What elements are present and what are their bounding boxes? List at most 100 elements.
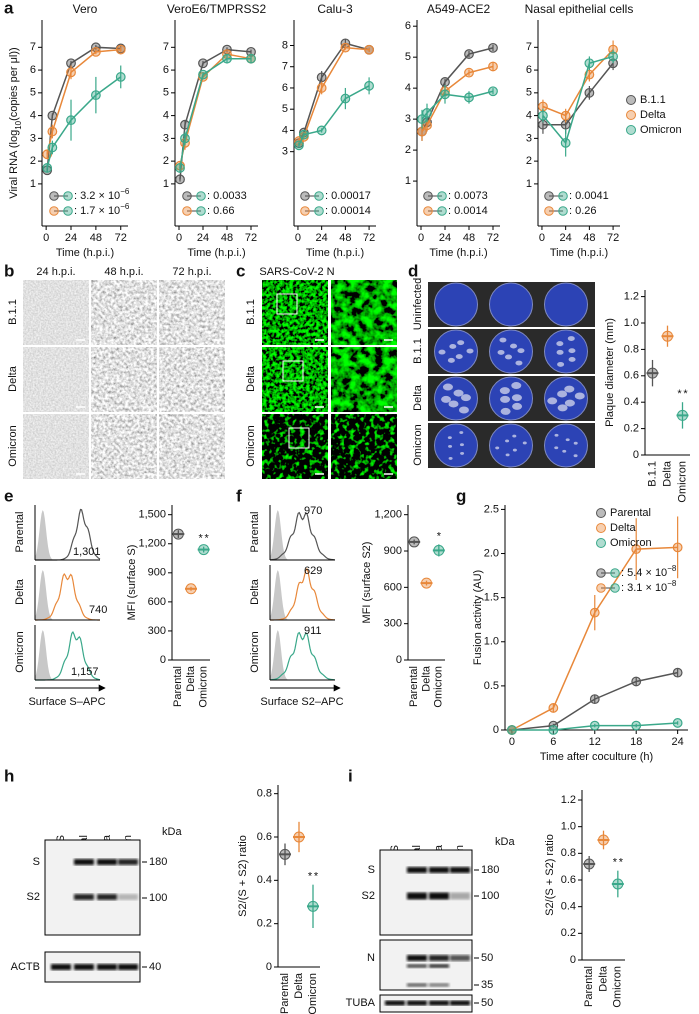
y-tick-label: 7 — [30, 41, 36, 53]
series-line — [542, 62, 614, 126]
plaque — [510, 343, 518, 349]
zoom-box — [276, 293, 298, 315]
x-tick-label: 6 — [550, 736, 556, 748]
legend-label: Delta — [610, 522, 637, 534]
plaque — [497, 349, 505, 355]
legend-label: B.1.1 — [640, 94, 666, 106]
y-tick-label: 0 — [633, 449, 639, 461]
panel-letter: g — [456, 486, 466, 505]
p-value: : 0.0073 — [448, 190, 488, 202]
row-label: Omicron — [412, 424, 424, 466]
y-tick-label: 0.2 — [624, 423, 639, 435]
y-tick-label: 1,200 — [374, 509, 402, 521]
data-point — [488, 86, 498, 97]
micrograph — [331, 280, 397, 345]
blot-band — [407, 867, 427, 873]
data-point — [507, 725, 517, 735]
stat-marker — [49, 191, 59, 201]
marker-label: 100 — [481, 890, 499, 902]
y-tick-label: 2 — [526, 155, 532, 167]
y-tick-label: 3 — [526, 132, 532, 144]
panel-letter: c — [236, 261, 245, 280]
marker-label: 180 — [149, 856, 167, 868]
row-label: Omicron — [245, 425, 257, 467]
blot-band — [450, 892, 470, 900]
well — [544, 423, 588, 468]
p-value-exponent: −6 — [120, 202, 130, 211]
significance-mark: * — [683, 388, 688, 400]
legend-marker — [626, 110, 636, 120]
stat-marker — [437, 191, 447, 201]
data-point — [47, 142, 58, 153]
micrograph — [159, 347, 225, 412]
x-tick-label: Omicron — [433, 666, 445, 708]
plaque — [447, 357, 455, 363]
data-point — [631, 544, 642, 555]
y-tick-label: 0.4 — [561, 901, 576, 913]
well — [489, 423, 533, 468]
micrograph — [23, 414, 89, 479]
y-tick-label: 2.5 — [484, 503, 499, 515]
series-line — [179, 48, 252, 180]
data-point — [364, 44, 374, 55]
band-label: S2 — [362, 890, 375, 902]
y-tick-label: 1.2 — [561, 794, 576, 806]
micrograph — [262, 414, 328, 479]
well — [544, 329, 588, 374]
y-tick-label: 1.0 — [561, 821, 576, 833]
row-label: Delta — [412, 384, 424, 411]
data-point — [340, 42, 351, 53]
data-point — [115, 72, 126, 82]
stat-marker — [314, 206, 324, 216]
y-tick-label: 1 — [405, 175, 411, 187]
data-point — [47, 126, 58, 137]
plaque — [442, 383, 453, 391]
x-tick-label: Delta — [185, 665, 197, 692]
data-point — [560, 138, 571, 148]
y-axis-label: Fusion activity (AU) — [472, 570, 484, 665]
row-label: B.1.1 — [7, 299, 19, 325]
data-point — [316, 72, 327, 83]
y-tick-label: 5 — [405, 51, 411, 63]
plaque — [556, 349, 564, 355]
p-value-text: : 5.4 × 10 — [621, 567, 667, 579]
y-tick-label: 0 — [396, 654, 402, 666]
p-value-text: : 1.7 × 10 — [74, 205, 120, 217]
legend-label: Delta — [640, 109, 667, 121]
p-value-exponent: −8 — [667, 564, 677, 573]
x-tick-label: 24 — [672, 736, 684, 748]
data-point — [66, 67, 76, 78]
legend-label: Omicron — [610, 537, 652, 549]
p-value-text: : 0.66 — [207, 205, 235, 217]
data-point — [175, 163, 185, 173]
x-tick-label: Delta — [293, 972, 305, 999]
data-point — [198, 69, 208, 80]
y-tick-label: 4 — [282, 124, 288, 136]
data-point — [440, 77, 450, 87]
y-tick-label: 1.0 — [484, 636, 499, 648]
x-tick-label: 0 — [418, 232, 424, 244]
plaque — [573, 454, 578, 458]
micrograph — [262, 347, 328, 412]
data-point — [42, 163, 53, 173]
chart-title: VeroE6/TMPRSS2 — [167, 2, 267, 16]
data-point — [672, 542, 683, 553]
mfi-label: 1,301 — [73, 546, 101, 558]
data-point — [246, 53, 256, 64]
legend-marker — [596, 523, 606, 533]
series-line — [542, 55, 614, 145]
y-axis-label: MFI (surface S) — [126, 545, 138, 621]
band-label: S2 — [27, 891, 40, 903]
x-axis-label: Time (h.p.i.) — [306, 247, 364, 259]
plaque — [567, 336, 575, 341]
x-axis-label: Time (h.p.i.) — [187, 247, 245, 259]
y-axis-label-part: Viral RNA (log — [8, 130, 20, 199]
blot-band — [407, 964, 427, 968]
y-tick-label: 6 — [526, 64, 532, 76]
band-label: S — [368, 864, 375, 876]
row-label: B.1.1 — [245, 299, 257, 325]
significance-mark: * — [677, 388, 682, 400]
marker-label: 50 — [481, 997, 493, 1009]
sample-histogram — [269, 567, 336, 621]
data-point — [488, 42, 498, 53]
